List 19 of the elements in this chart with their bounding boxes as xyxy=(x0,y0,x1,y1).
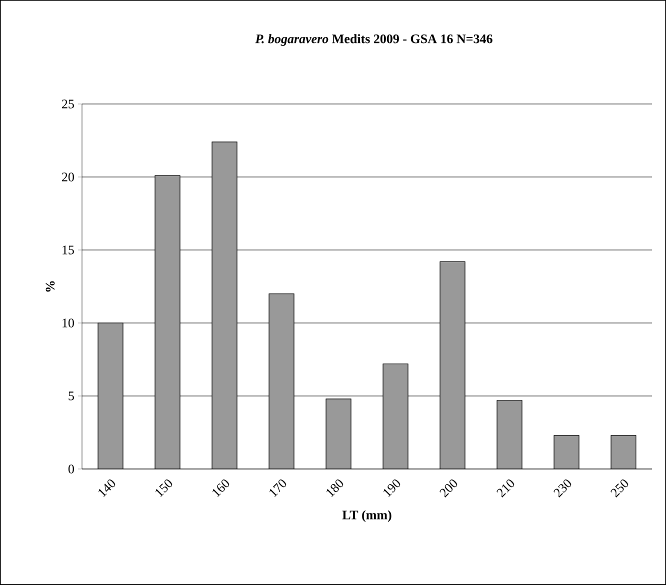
y-tick-label: 5 xyxy=(68,392,74,400)
x-tick-label: 180 xyxy=(326,480,344,498)
x-tick-label: 210 xyxy=(496,480,514,498)
y-axis-title: % xyxy=(46,281,55,292)
x-tick-label: 190 xyxy=(384,480,400,498)
x-tick-label: 140 xyxy=(98,480,116,498)
y-tick-label: 15 xyxy=(62,246,74,254)
x-tick-label: 250 xyxy=(610,480,628,498)
x-tick-label: 150 xyxy=(156,480,172,498)
x-tick-label: 200 xyxy=(440,480,458,498)
chart-title: P. bogaravero Medits 2009 - GSA 16 N=346 xyxy=(255,34,492,46)
x-tick-label: 170 xyxy=(270,480,286,498)
x-tick-label: 230 xyxy=(554,480,572,498)
y-tick-label: 10 xyxy=(62,318,74,328)
x-tick-label: 160 xyxy=(212,480,230,498)
y-tick-label: 20 xyxy=(62,172,74,182)
y-tick-label: 25 xyxy=(62,100,74,108)
y-tick-label: 0 xyxy=(68,464,74,474)
x-axis-title: LT (mm) xyxy=(342,510,392,522)
